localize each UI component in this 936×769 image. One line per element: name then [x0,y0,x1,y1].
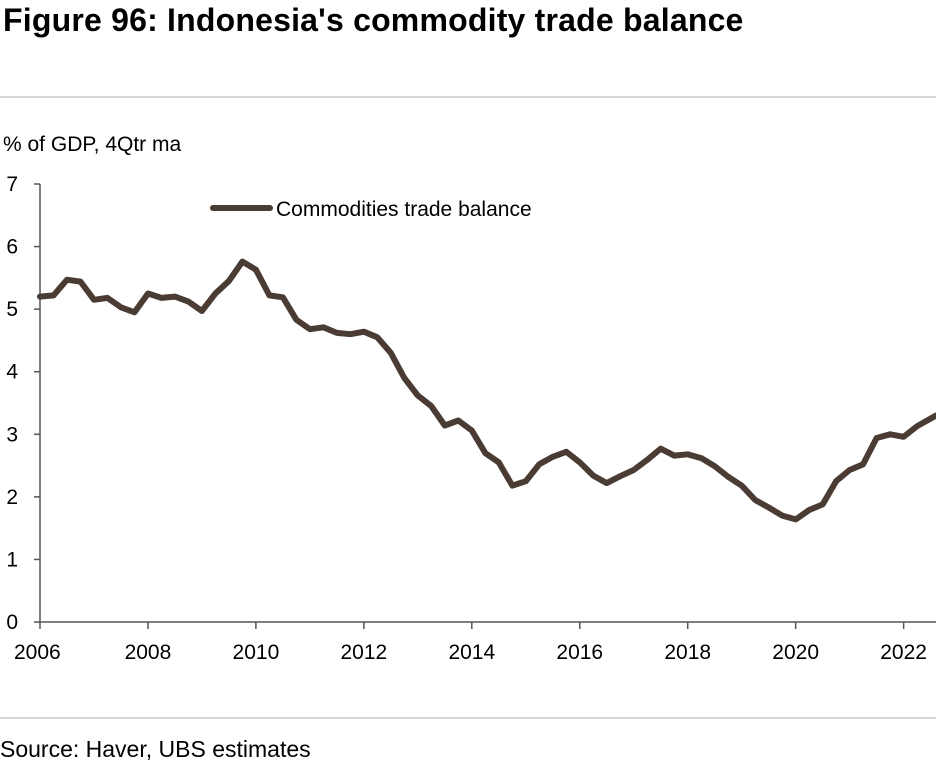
x-tick-label: 2010 [233,641,280,664]
x-tick-label: 2008 [125,641,172,664]
chart-title: Figure 96: Indonesia's commodity trade b… [3,2,744,38]
x-axis: 2006 2008 2010 2012 2014 2016 2018 2020 2022 [14,621,936,664]
source-note: Source: Haver, UBS estimates [0,736,311,762]
y-tick-label: 6 [6,236,18,259]
y-axis: 0 1 2 3 4 5 6 7 [6,173,41,634]
y-tick-label: 5 [6,298,18,321]
x-tick-label: 2006 [14,641,61,664]
x-tick-group: 2006 2008 2010 2012 2014 2016 2018 2020 2022 [14,622,927,664]
y-tick-label: 1 [6,548,18,571]
series-line-commodities-trade-balance [37,258,936,523]
y-tick-group: 0 1 2 3 4 5 6 7 [6,173,40,634]
x-tick-label: 2022 [880,641,927,664]
x-tick-label: 2020 [772,641,819,664]
bottom-divider [0,717,936,719]
y-tick-label: 4 [6,361,18,384]
top-divider [0,96,936,98]
y-tick-label: 3 [6,423,18,446]
y-axis-label: % of GDP, 4Qtr ma [3,133,182,156]
y-tick-label: 0 [6,611,18,634]
y-tick-label: 7 [6,173,18,196]
x-tick-label: 2012 [340,641,387,664]
x-tick-label: 2018 [664,641,711,664]
x-tick-label: 2016 [556,641,603,664]
legend: Commodities trade balance [210,198,532,221]
line-chart: 0 1 2 3 4 5 6 7 2006 2008 2010 2012 2014 2016 2018 202… [6,173,936,664]
legend-label: Commodities trade balance [276,198,532,221]
y-tick-label: 2 [6,486,18,509]
x-tick-label: 2014 [448,641,495,664]
